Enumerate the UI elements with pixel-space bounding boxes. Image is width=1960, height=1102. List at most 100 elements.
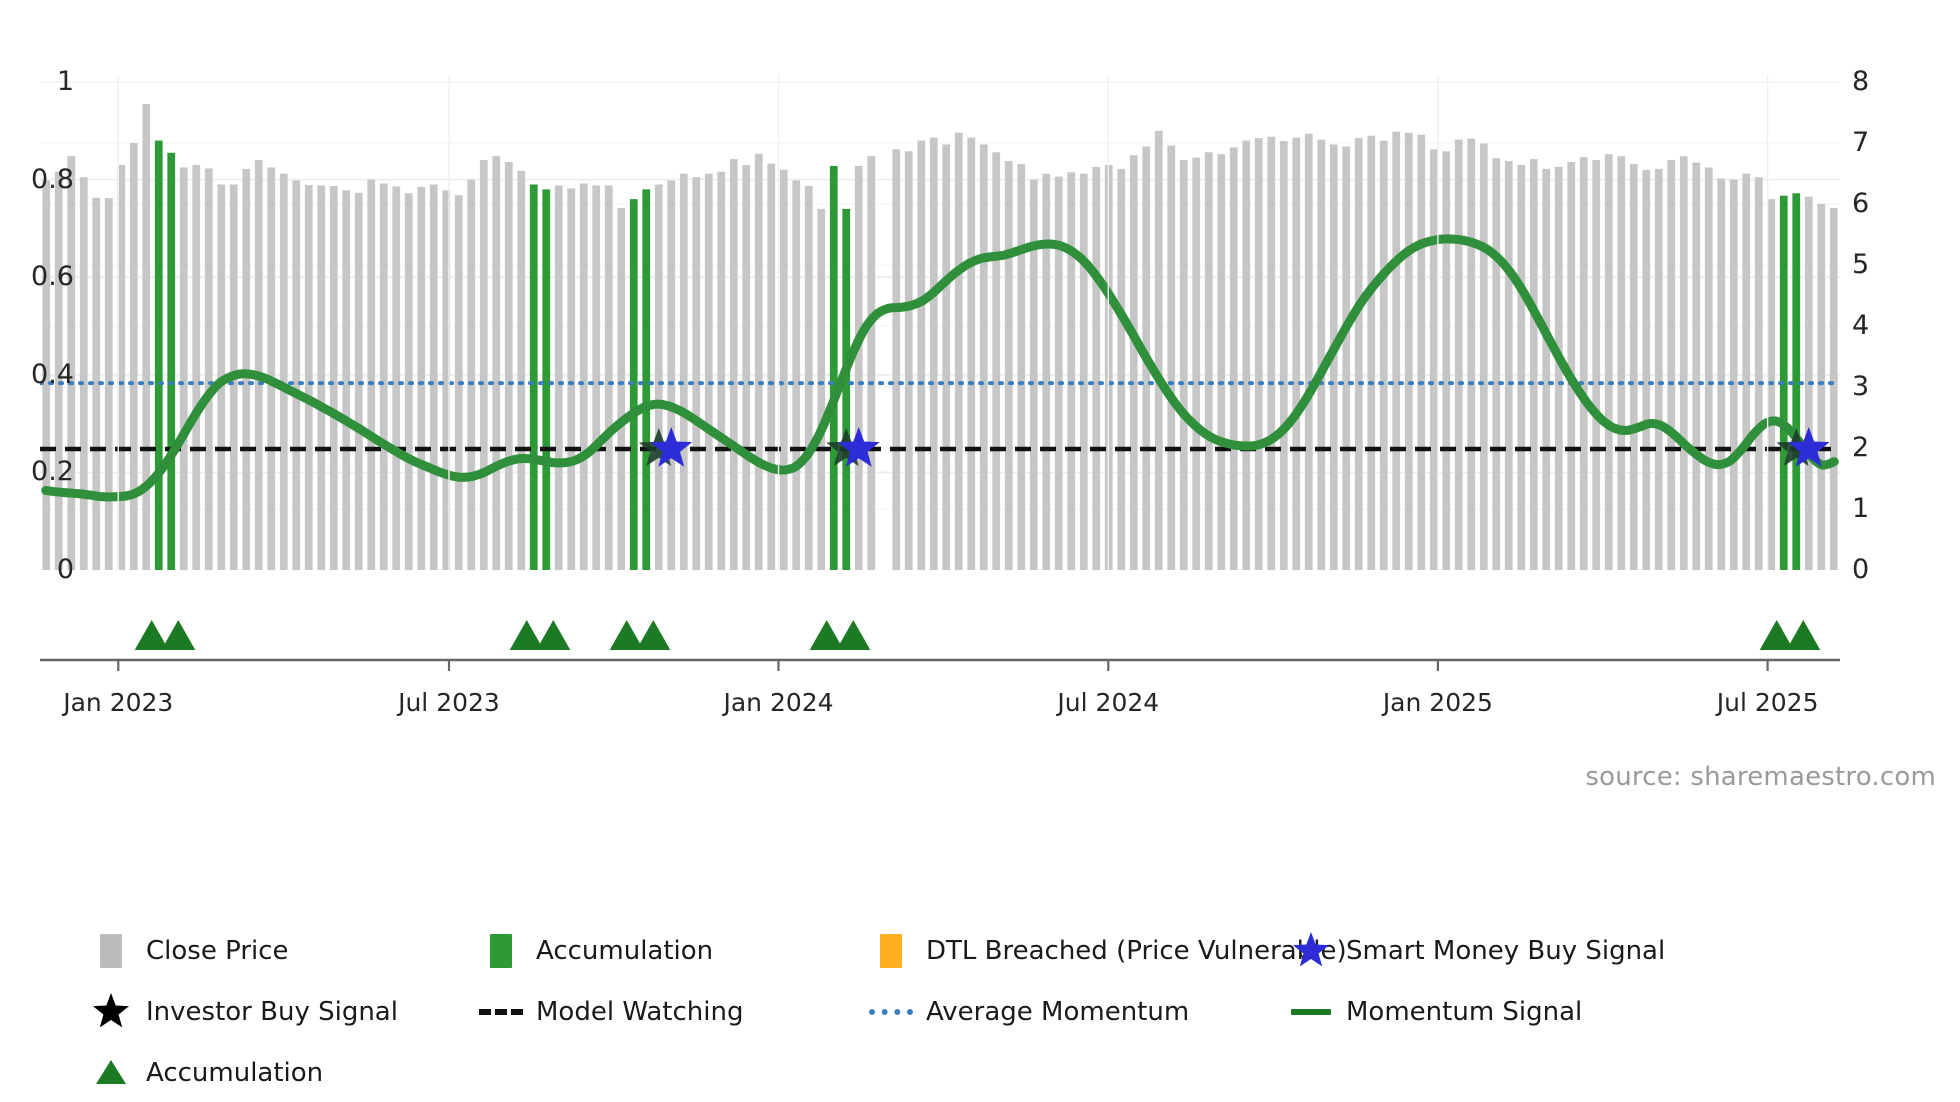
close-price-bar	[1504, 161, 1513, 570]
close-price-bar	[1192, 157, 1201, 570]
y-axis-right-tick: 8	[1852, 66, 1870, 97]
smart-money-buy-star[interactable]	[650, 426, 693, 467]
close-price-bar	[1492, 158, 1501, 570]
chart-canvas	[40, 75, 1840, 671]
close-price-bar	[42, 180, 51, 570]
legend-row: Accumulation	[88, 1050, 1938, 1096]
close-price-bar	[279, 173, 288, 570]
y-axis-right-tick: 1	[1852, 493, 1870, 524]
close-price-bar	[1529, 159, 1538, 570]
close-price-bar	[1829, 207, 1838, 570]
close-price-bar	[554, 185, 563, 570]
close-price-bar	[1579, 157, 1588, 570]
close-price-bar	[867, 156, 876, 570]
accumulation-triangle	[509, 620, 544, 650]
close-price-bar	[1117, 168, 1126, 571]
close-price-bar	[1592, 160, 1601, 570]
close-price-bar	[1317, 139, 1326, 570]
close-price-bar	[1642, 169, 1651, 570]
close-price-bar	[1217, 154, 1226, 570]
close-price-bar	[1717, 178, 1726, 570]
accumulation-triangle	[161, 620, 196, 650]
close-price-bar	[1729, 179, 1738, 570]
close-price-bar	[1654, 168, 1663, 571]
close-price-bar	[1204, 152, 1213, 570]
close-price-bar	[1129, 155, 1138, 570]
close-price-bar	[667, 180, 676, 570]
close-price-bar	[892, 149, 901, 570]
legend-dotted-line-icon	[868, 989, 914, 1035]
close-price-bar	[779, 169, 788, 570]
star-icon	[1292, 932, 1330, 967]
legend-label: Investor Buy Signal	[146, 997, 398, 1027]
x-axis-tick-label: Jan 2023	[63, 688, 174, 717]
accumulation-bar	[167, 152, 176, 570]
legend-momentum-signal[interactable]: Momentum Signal	[1288, 989, 1688, 1035]
legend-label: Average Momentum	[926, 997, 1190, 1027]
close-price-bar	[467, 179, 476, 570]
close-price-bar	[1667, 160, 1676, 570]
close-price-bar	[704, 173, 713, 570]
y-axis-right-tick: 4	[1852, 310, 1870, 341]
legend-dtl-breached[interactable]: DTL Breached (Price Vulnerable)	[868, 928, 1347, 974]
close-price-bar	[717, 171, 726, 570]
legend-star-icon	[1288, 928, 1334, 974]
legend-swatch-dashed	[479, 1009, 523, 1015]
x-axis-tick-label: Jul 2025	[1716, 688, 1819, 717]
legend-label: Close Price	[146, 936, 289, 966]
legend-square-icon	[478, 928, 524, 974]
close-price-bar	[1454, 139, 1463, 570]
legend-swatch-square	[100, 934, 122, 968]
accumulation-triangle	[1759, 620, 1794, 650]
legend-accumulation-marker[interactable]: Accumulation	[88, 1050, 478, 1096]
accumulation-bar	[829, 165, 838, 570]
close-price-bar	[129, 143, 138, 570]
close-price-bar	[79, 177, 88, 570]
legend-smart-money-buy[interactable]: Smart Money Buy Signal	[1288, 928, 1688, 974]
y-axis-right-tick: 5	[1852, 249, 1870, 280]
accumulation-markers	[134, 620, 1821, 650]
accumulation-triangle	[609, 620, 644, 650]
y-axis-left-tick: 0	[56, 554, 74, 585]
close-price-bar	[479, 160, 488, 570]
x-axis-tick-label: Jul 2023	[398, 688, 500, 717]
y-axis-left-tick: 1	[56, 66, 74, 97]
accumulation-bar	[154, 140, 163, 570]
legend-swatch-dotted	[869, 1009, 913, 1015]
y-axis-right-tick: 7	[1852, 127, 1870, 158]
close-price-bar	[579, 183, 588, 570]
legend-dashed-line-icon	[478, 989, 524, 1035]
legend-square-icon	[868, 928, 914, 974]
close-price-bar	[1679, 156, 1688, 570]
legend-label: Momentum Signal	[1346, 997, 1583, 1027]
close-price-bar	[67, 156, 76, 570]
accumulation-triangle	[809, 620, 844, 650]
legend-swatch-line	[1291, 1009, 1331, 1015]
close-price-bar	[979, 144, 988, 570]
legend-line-icon	[1288, 989, 1334, 1035]
triangle-icon	[96, 1060, 126, 1084]
accumulation-triangle	[1786, 620, 1821, 650]
y-axis-left-tick: 0.2	[31, 456, 74, 488]
smart-money-buy-star[interactable]	[837, 426, 880, 467]
legend-average-momentum[interactable]: Average Momentum	[868, 989, 1288, 1035]
legend-close-price[interactable]: Close Price	[88, 928, 478, 974]
legend-investor-buy[interactable]: Investor Buy Signal	[88, 989, 478, 1035]
legend-model-watching[interactable]: Model Watching	[478, 989, 868, 1035]
close-price-bar	[1342, 146, 1351, 571]
close-price-bar	[1279, 141, 1288, 571]
accumulation-triangle	[134, 620, 169, 650]
close-price-bars	[42, 103, 1838, 571]
close-price-bar	[292, 180, 301, 570]
close-price-bar	[442, 190, 451, 570]
smart-money-buy-star[interactable]	[1787, 426, 1830, 467]
close-price-bar	[817, 208, 826, 570]
close-price-bar	[692, 177, 701, 570]
close-price-bar	[1442, 151, 1451, 571]
source-watermark: source: sharemaestro.com	[1585, 762, 1936, 792]
close-price-bar	[1692, 162, 1701, 570]
legend-accumulation-bar[interactable]: Accumulation	[478, 928, 868, 974]
close-price-bar	[267, 167, 276, 570]
close-price-bar	[1404, 132, 1413, 570]
